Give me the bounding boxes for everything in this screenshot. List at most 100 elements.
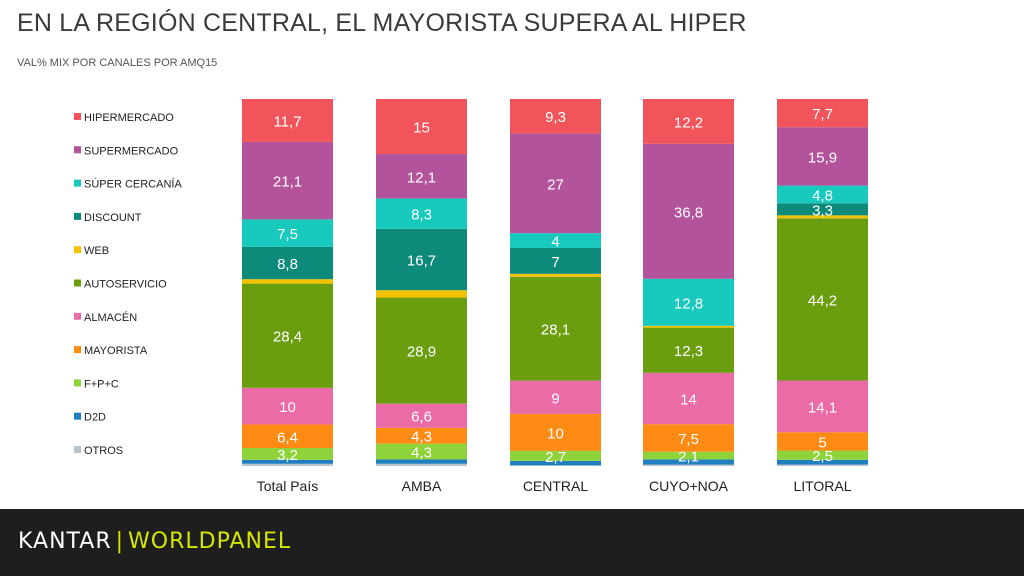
legend-swatch-web [74, 246, 81, 254]
data-label-mayorista-amba: 4,3 [411, 429, 432, 446]
bar-segment-web-central [510, 273, 601, 277]
legend-label-discount: DISCOUNT [84, 212, 142, 224]
data-label-mayorista-central: 10 [547, 425, 564, 442]
bar-segment-d2d-central [510, 460, 601, 466]
data-label-almacen-cuyo-noa: 14 [680, 391, 697, 408]
logo-product: WORLDPANEL [128, 529, 292, 554]
bar-segment-otros-cuyo-noa [643, 464, 734, 466]
bar-segment-autoservicio-litoral [777, 218, 868, 381]
data-label-hipermercado-litoral: 7,7 [812, 106, 833, 123]
bar-segment-web-litoral [777, 215, 868, 219]
legend-swatch-almacen [74, 312, 81, 320]
bar-segment-mayorista-central [510, 413, 601, 451]
bar-segment-super-cercania-central [510, 233, 601, 248]
data-label-f-p-c-cuyo-noa: 2,1 [678, 449, 699, 466]
category-label-amba: AMBA [402, 478, 442, 494]
data-label-mayorista-cuyo-noa: 7,5 [678, 431, 699, 448]
legend-swatch-discount [74, 212, 81, 220]
bar-segment-mayorista-total-pais [242, 424, 333, 449]
bar-segment-d2d-litoral [777, 459, 868, 465]
data-label-almacen-central: 9 [551, 390, 559, 407]
data-label-autoservicio-amba: 28,9 [407, 344, 436, 361]
data-label-supermercado-litoral: 15,9 [808, 149, 837, 166]
data-label-autoservicio-litoral: 44,2 [808, 292, 837, 309]
bar-segment-d2d-total-pais [242, 459, 333, 464]
bar-segment-almacen-cuyo-noa [643, 372, 734, 425]
bar-segment-discount-central [510, 247, 601, 274]
data-label-autoservicio-total-pais: 28,4 [273, 329, 302, 346]
category-label-cuyo-noa: CUYO+NOA [649, 478, 729, 494]
bar-segment-otros-total-pais [242, 463, 333, 466]
category-label-central: CENTRAL [523, 478, 589, 494]
bar-segment-otros-litoral [777, 464, 868, 466]
data-label-hipermercado-total-pais: 11,7 [273, 113, 301, 130]
bar-segment-web-total-pais [242, 279, 333, 284]
bar-segment-f-p-c-total-pais [242, 448, 333, 460]
data-label-super-cercania-total-pais: 7,5 [277, 226, 298, 243]
category-label-total-pais: Total País [257, 478, 318, 494]
kantar-worldpanel-logo: KANTAR | WORLDPANEL [18, 529, 291, 554]
bar-segment-otros-amba [376, 463, 467, 466]
data-label-super-cercania-central: 4 [551, 234, 559, 251]
legend-label-super-cercania: SÚPER CERCANÍA [84, 178, 182, 191]
legend-label-supermercado: SUPERMERCADO [84, 145, 179, 157]
legend-label-web: WEB [84, 245, 109, 257]
legend-label-hipermercado: HIPERMERCADO [84, 112, 174, 124]
logo-brand: KANTAR [18, 529, 112, 554]
legend-label-otros: OTROS [84, 445, 123, 457]
bar-segment-discount-total-pais [242, 246, 333, 280]
data-label-hipermercado-amba: 15 [413, 120, 430, 137]
bar-segment-discount-litoral [777, 203, 868, 216]
legend-swatch-hipermercado [74, 113, 81, 120]
page-subtitle: VAL% MIX POR CANALES POR AMQ15 [17, 57, 218, 69]
legend-swatch-super-cercania [74, 179, 81, 187]
data-label-autoservicio-central: 28,1 [541, 322, 570, 339]
bar-segment-supermercado-amba [376, 154, 467, 199]
bar-segment-otros-central [510, 465, 601, 466]
bar-segment-almacen-total-pais [242, 387, 333, 425]
data-label-f-p-c-amba: 4,3 [411, 445, 432, 462]
logo-separator: | [115, 529, 125, 554]
data-label-f-p-c-central: 2,7 [545, 449, 566, 466]
data-label-supermercado-total-pais: 21,1 [273, 174, 302, 191]
data-label-hipermercado-cuyo-noa: 12,2 [674, 114, 703, 131]
data-label-almacen-amba: 6,6 [411, 409, 432, 426]
data-label-almacen-litoral: 14,1 [808, 399, 837, 416]
bar-segment-web-cuyo-noa [643, 325, 734, 328]
bar-segment-super-cercania-total-pais [242, 219, 333, 247]
data-label-almacen-total-pais: 10 [279, 399, 296, 416]
legend-swatch-otros [74, 446, 81, 453]
data-label-autoservicio-cuyo-noa: 12,3 [674, 343, 703, 360]
data-label-mayorista-litoral: 5 [818, 434, 826, 451]
bar-segment-hipermercado-central [510, 99, 601, 134]
bar-segment-d2d-amba [376, 459, 467, 464]
data-label-super-cercania-litoral: 4,8 [812, 187, 833, 204]
bar-segment-supermercado-central [510, 133, 601, 234]
bar-segment-hipermercado-total-pais [242, 99, 333, 142]
data-label-discount-litoral: 3,3 [812, 202, 833, 219]
bar-segment-almacen-amba [376, 403, 467, 428]
data-label-super-cercania-amba: 8,3 [411, 207, 432, 224]
bar-segment-hipermercado-cuyo-noa [643, 99, 734, 144]
legend-label-almacen: ALMACÉN [84, 311, 137, 324]
data-label-super-cercania-cuyo-noa: 12,8 [674, 295, 703, 312]
bar-segment-mayorista-amba [376, 427, 467, 444]
page-title: EN LA REGIÓN CENTRAL, EL MAYORISTA SUPER… [17, 9, 747, 37]
bar-segment-d2d-cuyo-noa [643, 459, 734, 465]
data-label-mayorista-total-pais: 6,4 [277, 429, 298, 446]
bar-segment-super-cercania-cuyo-noa [643, 278, 734, 326]
bar-segment-hipermercado-litoral [777, 99, 868, 128]
bar-segment-mayorista-cuyo-noa [643, 424, 734, 452]
data-label-discount-central: 7 [551, 254, 559, 271]
data-label-f-p-c-total-pais: 3,2 [277, 447, 298, 464]
legend-label-f-p-c: F+P+C [84, 378, 119, 390]
bar-segment-supermercado-litoral [777, 127, 868, 186]
data-label-supermercado-amba: 12,1 [407, 169, 436, 186]
legend-swatch-mayorista [74, 346, 81, 354]
bar-segment-autoservicio-cuyo-noa [643, 327, 734, 373]
bar-segment-autoservicio-amba [376, 297, 467, 404]
bar-segment-f-p-c-litoral [777, 450, 868, 460]
data-label-supermercado-cuyo-noa: 36,8 [674, 204, 703, 221]
bar-segment-f-p-c-amba [376, 443, 467, 460]
